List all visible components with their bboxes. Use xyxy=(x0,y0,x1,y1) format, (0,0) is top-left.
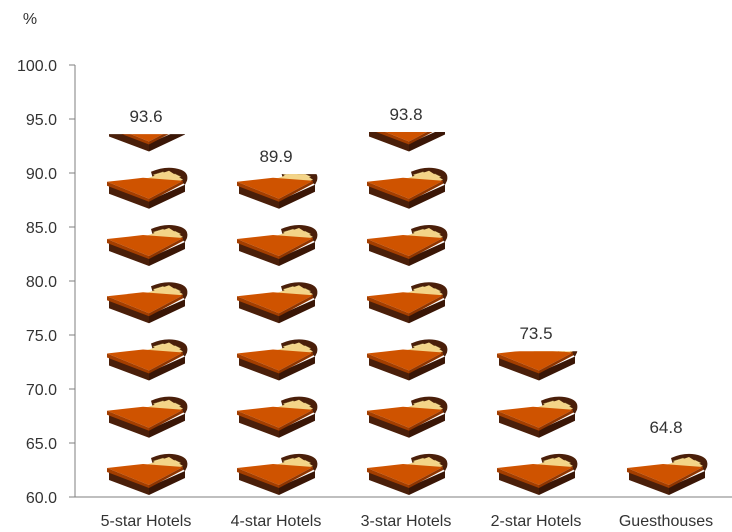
bar-guesthouses xyxy=(626,453,708,496)
bed-icon xyxy=(106,338,188,382)
bed-icon xyxy=(236,338,318,382)
bed-icon xyxy=(496,351,578,382)
bed-icon xyxy=(366,281,448,324)
y-tick-label: 70.0 xyxy=(26,382,57,399)
bed-icon xyxy=(236,224,318,267)
bed-icon xyxy=(236,174,318,210)
y-axis-unit-label: % xyxy=(23,11,37,28)
y-tick-label: 85.0 xyxy=(26,220,57,237)
plot-area xyxy=(106,131,708,496)
bar-5-star-hotels xyxy=(106,134,188,496)
data-label: 73.5 xyxy=(519,324,552,343)
x-tick-label: Guesthouses xyxy=(619,513,713,530)
y-tick-label: 100.0 xyxy=(17,58,57,75)
data-labels: 93.6 89.9 93.8 73.5 64.8 xyxy=(129,105,682,437)
bed-icon xyxy=(496,396,578,439)
y-tick-label: 75.0 xyxy=(26,328,57,345)
bed-icon xyxy=(366,396,448,439)
y-tick-label: 95.0 xyxy=(26,112,57,129)
bed-icon xyxy=(366,338,448,382)
y-tick-label: 80.0 xyxy=(26,274,57,291)
bed-icon xyxy=(366,167,448,210)
bar-3-star-hotels xyxy=(366,131,448,496)
x-tick-label: 3-star Hotels xyxy=(361,513,452,530)
bed-icon xyxy=(366,453,448,496)
y-tick-label: 90.0 xyxy=(26,166,57,183)
x-axis: 5-star Hotels 4-star Hotels 3-star Hotels 2… xyxy=(101,513,713,530)
bed-icon xyxy=(106,167,188,210)
bed-icon xyxy=(236,453,318,496)
data-label: 89.9 xyxy=(259,147,292,166)
y-tick-label: 65.0 xyxy=(26,436,57,453)
x-tick-label: 4-star Hotels xyxy=(231,513,322,530)
bed-icon xyxy=(496,453,578,496)
x-tick-label: 2-star Hotels xyxy=(491,513,582,530)
bar-2-star-hotels xyxy=(496,351,578,496)
bar-4-star-hotels xyxy=(236,174,318,496)
data-label: 93.6 xyxy=(129,107,162,126)
y-tick-label: 60.0 xyxy=(26,490,57,507)
bed-icon xyxy=(236,396,318,439)
bed-icon xyxy=(236,281,318,324)
data-label: 93.8 xyxy=(389,105,422,124)
bed-icon xyxy=(106,453,188,496)
bed-icon xyxy=(106,224,188,267)
data-label: 64.8 xyxy=(649,418,682,437)
bed-icon xyxy=(106,281,188,324)
bed-icon xyxy=(626,453,708,496)
bed-icon xyxy=(366,224,448,267)
x-tick-label: 5-star Hotels xyxy=(101,513,192,530)
y-axis: 60.0 65.0 70.0 75.0 80.0 85.0 90.0 95.0 100.0 xyxy=(17,58,75,507)
bed-icon xyxy=(106,396,188,439)
